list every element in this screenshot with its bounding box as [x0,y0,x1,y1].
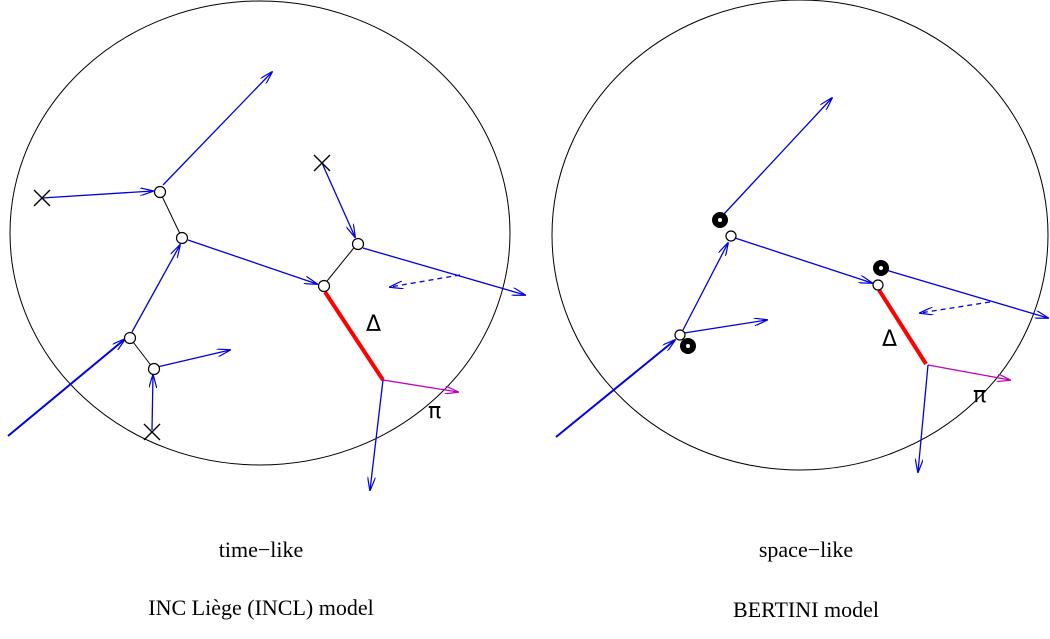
pion-track [928,365,1010,380]
track [683,243,728,330]
pi-label: π [973,383,986,408]
delta-label: Δ [366,312,381,337]
track [735,238,872,283]
model-name: BERTINI model [733,597,879,622]
track [363,248,525,295]
caption: space−like [759,537,853,562]
track [370,380,383,490]
track [163,72,272,185]
pion-track [383,380,458,392]
track [152,375,153,430]
crosses [34,155,330,440]
track [132,245,180,332]
nucleus [10,1,510,465]
incoming [8,339,125,436]
model-name: INC Liège (INCL) model [148,595,373,620]
diagram: Δ π time−like INC Liège (INCL) model Δ π… [0,0,1050,639]
left-panel: Δ π time−like INC Liège (INCL) model [8,1,525,620]
track [153,350,230,368]
track [724,98,832,214]
page: Δ π time−like INC Liège (INCL) model Δ π… [0,0,1050,639]
track [322,163,355,237]
track [42,191,153,198]
track [684,320,767,333]
link [160,192,182,238]
right-panel: Δ π space−like BERTINI model [552,0,1048,622]
track [886,270,1048,318]
pi-label: π [428,399,441,424]
delta-label: Δ [882,327,897,352]
incoming [556,340,675,437]
link [323,244,357,286]
dashed-track [390,275,460,287]
dashed-track [920,302,990,313]
track [188,240,317,284]
track [918,365,928,472]
caption: time−like [219,537,304,562]
